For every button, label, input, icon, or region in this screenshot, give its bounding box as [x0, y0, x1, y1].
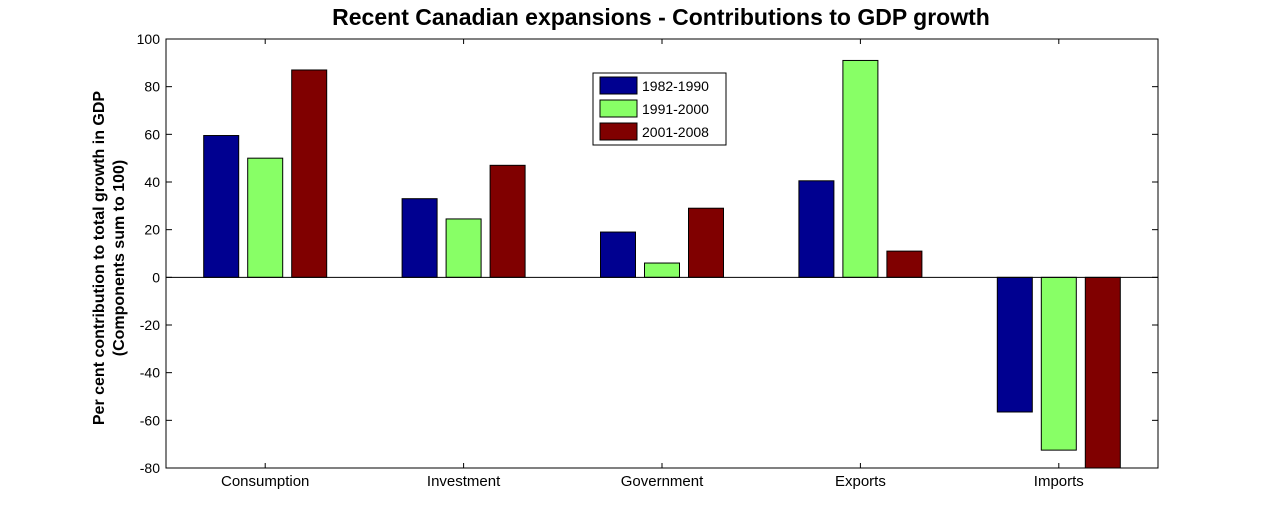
bar-government-2: [644, 262, 680, 278]
bar-government-3: [688, 207, 724, 278]
y-tick-label: -20: [140, 317, 160, 333]
bar-investment-3: [489, 164, 526, 278]
legend-swatch: [599, 122, 638, 141]
legend-label: 2001-2008: [642, 124, 709, 140]
bar-consumption-1: [203, 135, 240, 278]
y-tick-label: 20: [144, 222, 160, 238]
x-tick-label: Exports: [835, 473, 886, 490]
bar-exports-1: [798, 180, 835, 278]
bar-consumption-3: [291, 69, 328, 278]
y-tick-label: -40: [140, 365, 160, 381]
bar-exports-2: [842, 59, 879, 278]
bar-consumption-2: [247, 157, 284, 278]
x-tick-label: Government: [621, 473, 704, 490]
bar-imports-1: [996, 276, 1033, 413]
x-tick-label: Imports: [1034, 473, 1084, 490]
legend-swatch: [599, 99, 638, 118]
y-tick-label: -80: [140, 460, 160, 476]
bar-government-1: [600, 231, 636, 278]
y-ticks: 100 80 60 40 20 0 -20 -40 -60 -80: [137, 31, 1158, 476]
bar-investment-2: [445, 218, 482, 278]
legend-label: 1982-1990: [642, 78, 709, 94]
legend-swatch: [599, 76, 638, 95]
y-axis-label-line1: Per cent contribution to total growth in…: [91, 91, 108, 426]
chart-title: Recent Canadian expansions - Contributio…: [332, 4, 990, 30]
y-tick-label: 100: [137, 31, 161, 47]
bar-imports-2: [1040, 276, 1077, 451]
bar-investment-1: [401, 198, 438, 278]
axes-layer: [165, 38, 1159, 469]
bar-exports-3: [886, 250, 923, 278]
y-tick-label: 0: [152, 269, 160, 285]
x-tick-label: Investment: [427, 473, 501, 490]
bar-imports-3: [1084, 276, 1121, 469]
x-category-labels: Consumption Investment Government Exports Im…: [221, 473, 1084, 490]
x-tick-label: Consumption: [221, 473, 309, 490]
legend-label: 1991-2000: [642, 101, 709, 117]
y-tick-label: 40: [144, 174, 160, 190]
bars-layer: [203, 59, 1121, 469]
y-tick-label: 80: [144, 79, 160, 95]
y-axis-label: Per cent contribution to total growth in…: [91, 91, 128, 426]
y-tick-label: 60: [144, 126, 160, 142]
y-axis-label-line2: (Components sum to 100): [111, 160, 128, 356]
legend: 1982-1990 1991-2000 2001-2008: [592, 72, 727, 146]
y-tick-label: -60: [140, 412, 160, 428]
